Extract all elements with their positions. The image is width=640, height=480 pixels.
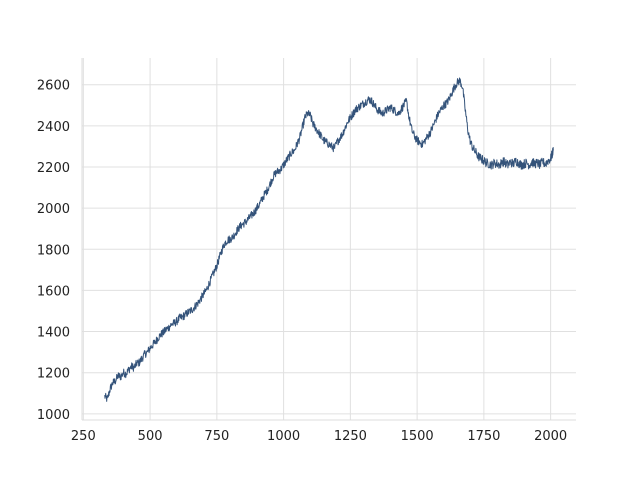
x-tick-label: 250 — [71, 429, 96, 444]
x-tick-label: 750 — [204, 429, 229, 444]
x-tick-label: 1000 — [267, 429, 300, 444]
x-tick-label: 1250 — [334, 429, 367, 444]
series-line — [104, 77, 554, 402]
y-tick-label: 1400 — [37, 326, 70, 341]
y-tick-labels: 1000 1200 1400 1600 1800 2000 2200 2400 2600 — [37, 79, 70, 423]
x-tick-labels: 250 500 750 1000 1250 1500 1750 2000 — [71, 429, 567, 444]
x-tick-label: 1500 — [401, 429, 434, 444]
y-grid — [82, 84, 576, 415]
y-tick-label: 1800 — [37, 243, 70, 258]
x-tick-label: 500 — [138, 429, 163, 444]
y-tick-label: 2000 — [37, 202, 70, 217]
x-tick-label: 2000 — [534, 429, 567, 444]
y-tick-label: 1200 — [37, 367, 70, 382]
y-tick-label: 2200 — [37, 161, 70, 176]
y-tick-label: 2400 — [37, 120, 70, 135]
y-tick-label: 2600 — [37, 79, 70, 94]
x-grid — [82, 58, 552, 420]
x-tick-label: 1750 — [467, 429, 500, 444]
y-tick-label: 1600 — [37, 284, 70, 299]
y-tick-label: 1000 — [37, 408, 70, 423]
